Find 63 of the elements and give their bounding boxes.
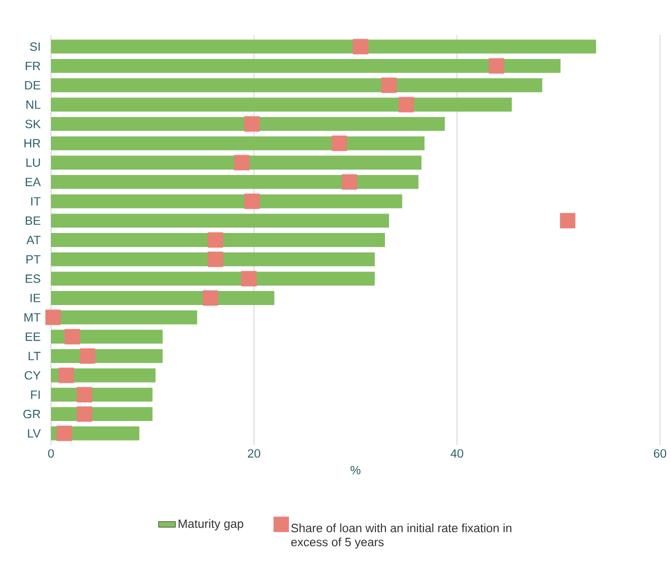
bar [51,156,422,170]
x-tick-label: 20 [248,449,260,458]
y-tick-label: ES [26,274,40,283]
bar [51,40,596,54]
y-tick-label: NL [26,100,40,109]
bar [51,58,561,73]
point [241,270,257,286]
point [560,212,576,228]
point [244,116,260,132]
y-tick-label: IT [31,197,41,206]
y-tick-label: AT [26,236,41,244]
bar [51,78,542,92]
x-tick-label: 0 [48,449,54,458]
bar [51,214,389,228]
x-tick-label: 60 [654,449,666,458]
legend-label: Maturity gap [178,519,244,530]
point [342,174,358,190]
point [76,406,92,422]
y-tick-label: EE [26,332,40,341]
y-tick-label: MT [24,313,41,322]
point [332,136,347,151]
y-tick-label: SK [25,120,41,128]
point [488,58,504,74]
bar [51,116,445,131]
y-tick-label: LV [28,429,41,438]
point [208,232,224,248]
bar [51,272,375,286]
y-tick-label: EA [26,178,41,186]
point [56,426,72,442]
y-tick-label: IE [30,294,40,302]
y-tick-label: CY [24,371,41,380]
x-axis-title: % [350,466,360,474]
y-tick-label: GR [23,410,40,418]
point [80,348,96,364]
bar [51,136,425,150]
bar [51,98,512,112]
bar [51,233,385,247]
point [381,78,397,93]
bar [51,175,418,189]
bar [51,291,274,305]
point [45,310,61,326]
y-tick-label: PT [26,255,41,264]
point [76,387,92,402]
y-tick-label: DE [25,81,40,90]
point [234,154,250,170]
point [208,252,224,268]
x-tick-label: 40 [450,449,464,458]
point [352,38,368,54]
point [64,328,80,344]
point [244,194,260,210]
point [58,368,74,384]
y-tick-label: HR [24,139,40,148]
y-tick-label: BE [26,216,40,225]
y-tick-label: LT [28,352,41,360]
y-tick-label: SI [30,42,40,51]
point [202,290,218,306]
bar [51,252,375,266]
y-tick-label: LU [26,158,40,167]
legend-label: Share of loan with an initial rate fixation in excess of 5 years [291,523,512,549]
y-tick-label: FR [26,62,40,70]
point [398,96,414,112]
bar [51,194,402,208]
y-tick-label: FI [31,390,40,399]
